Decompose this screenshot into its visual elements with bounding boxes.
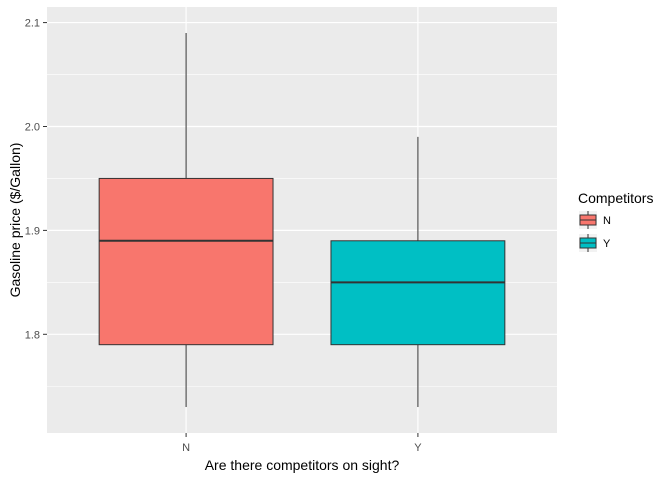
- x-tick-label: Y: [414, 442, 422, 454]
- legend-label: N: [603, 215, 611, 227]
- y-tick-label: 1.9: [25, 225, 40, 237]
- y-axis: 1.8 1.9 2.0 2.1: [25, 18, 47, 341]
- box-iqr: [330, 240, 506, 346]
- y-tick-label: 2.0: [25, 121, 40, 133]
- legend-label: Y: [603, 238, 611, 250]
- x-axis-label: Are there competitors on sight?: [205, 457, 400, 473]
- y-tick-label: 2.1: [25, 18, 40, 30]
- box-n: [98, 32, 274, 408]
- y-tick-label: 1.8: [25, 329, 40, 341]
- legend: Competitors NY: [578, 190, 653, 252]
- box-series: [98, 32, 506, 408]
- legend-item-n: N: [579, 211, 611, 229]
- box-y: [330, 136, 506, 408]
- box-iqr: [98, 177, 274, 346]
- x-tick-label: N: [182, 442, 190, 454]
- y-axis-label: Gasoline price ($/Gallon): [7, 143, 23, 298]
- legend-item-y: Y: [579, 234, 611, 252]
- legend-title: Competitors: [578, 190, 653, 206]
